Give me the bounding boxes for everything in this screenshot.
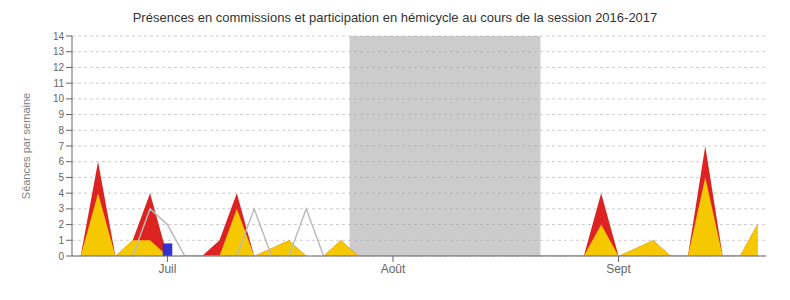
svg-text:10: 10 <box>53 93 65 104</box>
svg-text:Juil: Juil <box>158 262 176 276</box>
svg-text:7: 7 <box>58 141 64 152</box>
html-text:Présences en commissions et pa: Présences en commissions et participatio… <box>132 10 658 25</box>
svg-text:0: 0 <box>58 251 64 262</box>
svg-text:4: 4 <box>58 188 64 199</box>
svg-text:5: 5 <box>58 172 64 183</box>
svg-text:2: 2 <box>58 219 64 230</box>
svg-text:1: 1 <box>58 235 64 246</box>
svg-text:8: 8 <box>58 125 64 136</box>
svg-text:Août: Août <box>381 262 406 276</box>
svg-text:14: 14 <box>53 31 65 42</box>
svg-text:Sept: Sept <box>606 262 631 276</box>
svg-text:12: 12 <box>53 62 65 73</box>
svg-text:11: 11 <box>54 78 65 89</box>
svg-text:13: 13 <box>53 46 65 57</box>
svg-text:Séances par semaine: Séances par semaine <box>20 93 32 199</box>
svg-text:9: 9 <box>58 109 64 120</box>
svg-text:6: 6 <box>58 156 64 167</box>
svg-text:3: 3 <box>58 203 64 214</box>
